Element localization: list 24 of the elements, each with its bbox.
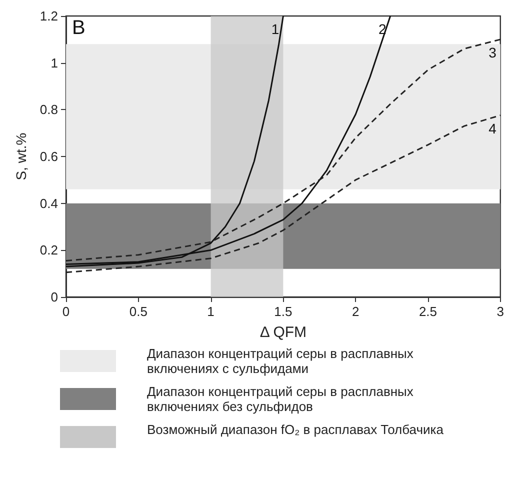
x-tick-label: 1.5 <box>274 304 292 319</box>
x-tick-label: 0.5 <box>129 304 148 319</box>
y-tick-label: 0.8 <box>40 102 58 118</box>
series-label: 4 <box>488 120 497 136</box>
y-tick-label: 1 <box>50 55 58 70</box>
x-tick-label: 1 <box>207 304 214 319</box>
y-tick-label: 0.4 <box>40 196 58 211</box>
series-label: 3 <box>488 44 497 60</box>
legend-label: Возможный диапазон fO₂ в расплавах Толбачика <box>147 422 444 437</box>
x-tick-label: 2.5 <box>418 304 438 319</box>
y-tick-label: 0 <box>50 290 58 304</box>
series-label: 2 <box>378 21 387 37</box>
y-tick-label: 1.2 <box>40 8 58 24</box>
x-axis-title: Δ QFM <box>260 324 307 341</box>
y-tick-label: 0.2 <box>40 242 58 258</box>
x-tick-label: 3 <box>496 304 504 319</box>
x-tick-label: 0 <box>62 304 70 319</box>
x-tick-label: 2 <box>352 304 360 319</box>
legend-label: Диапазон концентраций серы в расплавных включениях без сульфидов <box>147 384 414 414</box>
y-axis-title: S, wt.% <box>13 132 29 180</box>
annotation: B <box>72 17 86 39</box>
series-label: 1 <box>271 21 280 37</box>
y-tick-label: 0.6 <box>40 149 58 164</box>
legend-label: Диапазон концентраций серы в расплавных включениях с сульфидами <box>147 346 414 376</box>
